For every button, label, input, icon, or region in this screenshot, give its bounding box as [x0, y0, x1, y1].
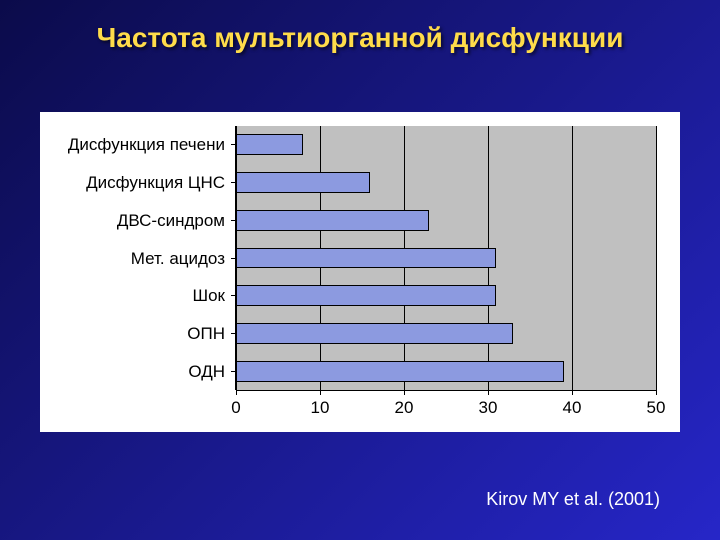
- y-category-label: ОДН: [188, 363, 225, 380]
- citation-text: Kirov MY et al. (2001): [486, 489, 660, 510]
- slide-root: Частота мультиорганной дисфункции 0 10 20 3…: [0, 0, 720, 540]
- x-tick-label: 40: [563, 399, 582, 416]
- x-tick-label: 30: [479, 399, 498, 416]
- bar: [236, 285, 496, 306]
- bar: [236, 210, 429, 231]
- y-category-label: Мет. ацидоз: [131, 250, 225, 267]
- x-axis-line: [236, 390, 656, 391]
- x-gridline: [572, 126, 573, 390]
- slide-title: Частота мультиорганной дисфункции: [0, 22, 720, 54]
- bar: [236, 361, 564, 382]
- x-tick-label: 50: [647, 399, 666, 416]
- x-gridline: [656, 126, 657, 390]
- bar: [236, 323, 513, 344]
- bar: [236, 172, 370, 193]
- y-category-label: Дисфункция ЦНС: [86, 174, 225, 191]
- bar: [236, 134, 303, 155]
- y-category-label: Шок: [193, 287, 225, 304]
- x-tick-label: 20: [395, 399, 414, 416]
- y-category-label: Дисфункция печени: [68, 136, 225, 153]
- y-category-label: ДВС-синдром: [117, 212, 225, 229]
- x-tick-label: 10: [311, 399, 330, 416]
- x-tick-label: 0: [231, 399, 240, 416]
- y-category-label: ОПН: [187, 325, 225, 342]
- y-axis-line: [235, 126, 236, 390]
- bar: [236, 248, 496, 269]
- chart-panel: 0 10 20 30 40 50 Дисфункция печени Дисфункция Ц…: [40, 112, 680, 432]
